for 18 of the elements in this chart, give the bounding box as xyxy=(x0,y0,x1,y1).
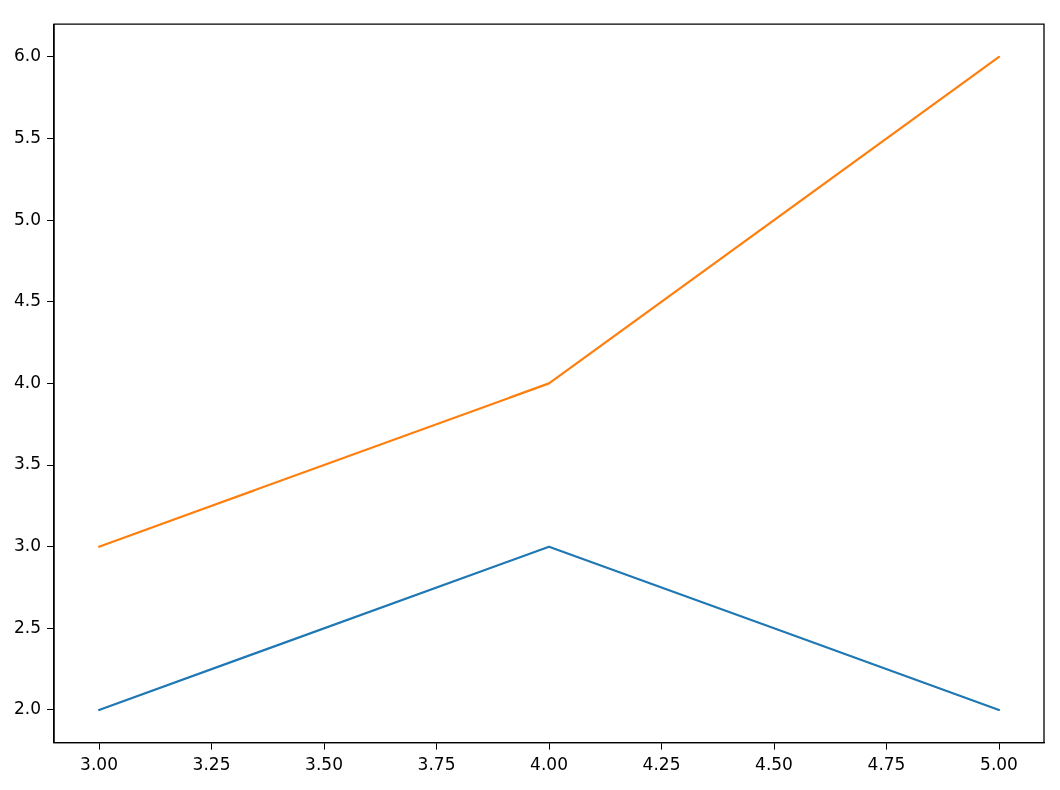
x-tick-label: 3.75 xyxy=(417,754,456,775)
y-tick-label: 6.0 xyxy=(13,45,42,66)
y-tick-label: 5.5 xyxy=(13,126,42,147)
y-tick-label: 2.5 xyxy=(13,616,42,637)
x-tick-label: 5.00 xyxy=(980,754,1018,775)
x-tick-label: 4.50 xyxy=(755,754,793,775)
x-tick-label: 3.25 xyxy=(192,754,231,775)
x-tick-label: 3.00 xyxy=(80,754,118,775)
y-tick-label: 3.0 xyxy=(13,535,42,556)
x-tick-label: 4.75 xyxy=(867,754,906,775)
x-tick-label: 4.25 xyxy=(642,754,681,775)
x-tick-label: 4.00 xyxy=(530,754,568,775)
y-tick-label: 4.5 xyxy=(13,290,42,311)
y-tick-label: 2.0 xyxy=(13,698,42,719)
y-tick-label: 3.5 xyxy=(13,453,42,474)
y-tick-label: 5.0 xyxy=(13,208,42,229)
x-tick-label: 3.50 xyxy=(305,754,343,775)
y-tick-label: 4.0 xyxy=(13,371,42,392)
